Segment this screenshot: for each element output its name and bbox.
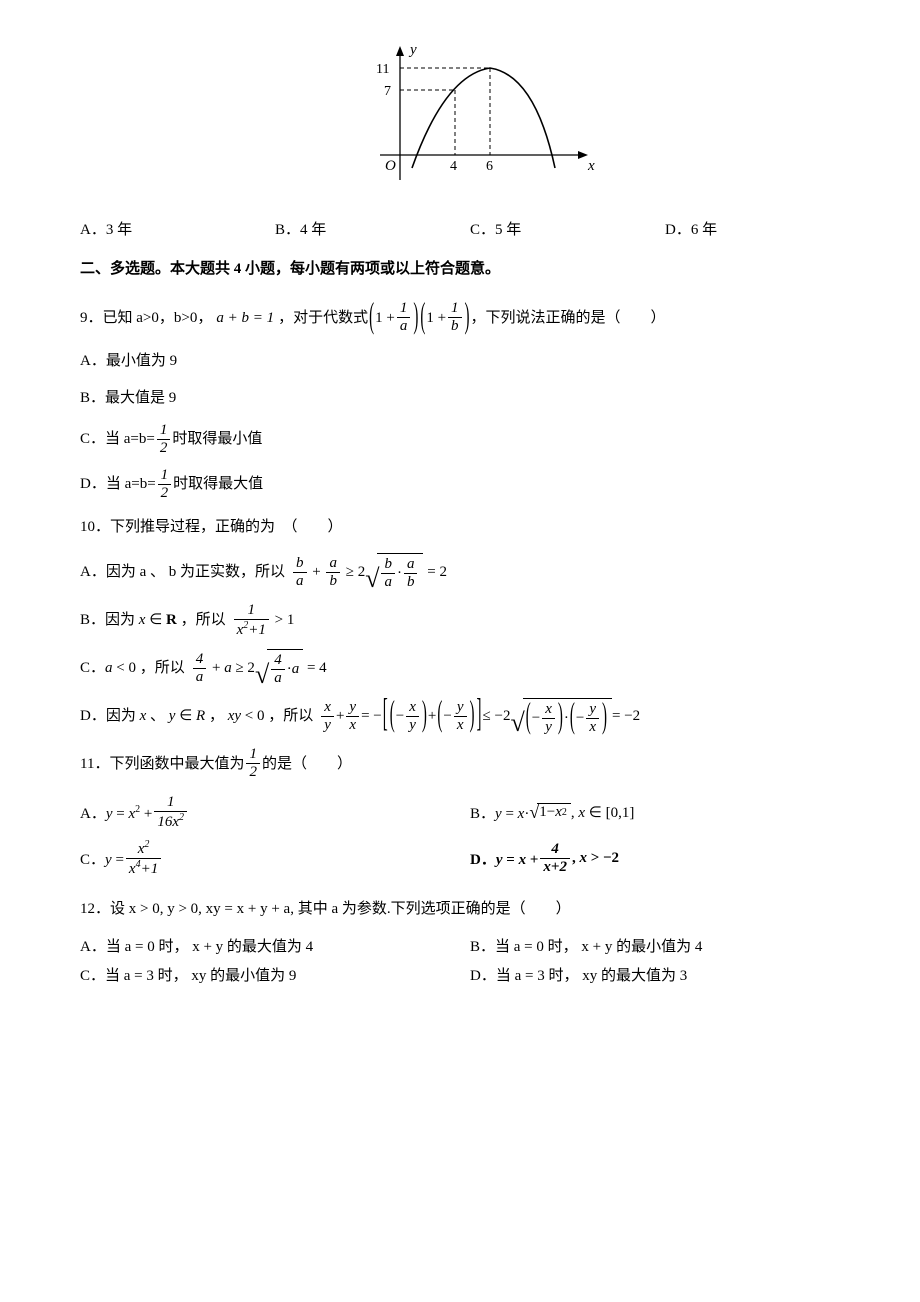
lbracket-icon: [	[383, 682, 388, 752]
svg-text:O: O	[385, 158, 396, 174]
q9-post: ，下列说法正确的是（ ）	[471, 304, 666, 333]
q10-opt-d: D．因为 x 、 y ∈ R ， xy < 0 ，所以 xy + yx = − …	[80, 698, 860, 737]
q8-answers: A．3 年 B．4 年 C．5 年 D．6 年	[80, 218, 860, 239]
rparen-icon: )	[413, 284, 418, 352]
frac-half: 12	[246, 746, 260, 782]
q8-ans-b: B．4 年	[275, 218, 470, 239]
q10-opt-c: C．a < 0 ，所以 4a + a ≥ 2 √ 4a ·a = 4	[80, 649, 860, 688]
q9-pre: 9．已知 a>0，b>0，	[80, 304, 212, 333]
svg-text:4: 4	[450, 159, 457, 174]
svg-text:y: y	[408, 42, 417, 58]
q9-mid: ，对于代数式	[278, 304, 368, 333]
q11-row2: C．y = x2x4+1 D．y = x + 4x+2 , x > −2	[80, 839, 860, 879]
rparen-icon: )	[465, 284, 470, 352]
q10-opt-a: A．因为 a 、 b 为正实数，所以 ba + ab ≥ 2 √ ba · ab…	[80, 553, 860, 592]
q9-cond: a + b = 1	[216, 304, 274, 333]
q8-ans-d: D．6 年	[665, 218, 860, 239]
lparen-icon: (	[420, 284, 425, 352]
q11-opt-c: C．y = x2x4+1	[80, 839, 470, 879]
sqrt-icon: √ 1−x2	[529, 803, 571, 821]
svg-text:11: 11	[376, 62, 389, 77]
q8-ans-a: A．3 年	[80, 218, 275, 239]
q9-opt-a: A．最小值为 9	[80, 348, 860, 375]
chart-svg: y x O 11 7 4 6	[340, 40, 600, 195]
q9-opt-c: C．当 a=b= 12 时取得最小值	[80, 422, 860, 458]
q8-ans-c: C．5 年	[470, 218, 665, 239]
q11-stem: 11．下列函数中最大值为 12 的是（ ）	[80, 746, 860, 782]
q12-row2: C．当 a = 3 时， xy 的最小值为 9 D．当 a = 3 时， xy …	[80, 964, 860, 985]
svg-text:7: 7	[384, 84, 391, 99]
rbracket-icon: ]	[477, 682, 482, 752]
q11-opt-d: D．y = x + 4x+2 , x > −2	[470, 839, 860, 879]
q12-stem: 12．设 x > 0, y > 0, xy = x + y + a, 其中 a …	[80, 895, 860, 924]
q12-row1: A．当 a = 0 时， x + y 的最大值为 4 B．当 a = 0 时， …	[80, 935, 860, 956]
q12-opt-c: C．当 a = 3 时， xy 的最小值为 9	[80, 964, 470, 985]
q10-opt-b: B．因为 x ∈ R ，所以 1x2+1 > 1	[80, 602, 860, 640]
sqrt-icon: √ (− xy )· (− yx )	[510, 698, 612, 737]
frac-1-a: 1a	[397, 300, 411, 336]
lparen-icon: (	[369, 284, 374, 352]
frac-1-b: 1b	[448, 300, 462, 336]
q12-opt-a: A．当 a = 0 时， x + y 的最大值为 4	[80, 935, 470, 956]
page: y x O 11 7 4 6 A．3 年 B．4 年 C．5 年 D．6 年 二…	[0, 0, 920, 1053]
q11-opt-a: A．y = x2 + 116x2	[80, 794, 470, 832]
q9-opt-b: B．最大值是 9	[80, 385, 860, 412]
q9-opt-d: D．当 a=b= 12 时取得最大值	[80, 467, 860, 503]
q9-stem: 9．已知 a>0，b>0， a + b = 1 ，对于代数式 ( 1 + 1a …	[80, 300, 860, 336]
section-2-title: 二、多选题。本大题共 4 小题，每小题有两项或以上符合题意。	[80, 257, 860, 278]
q11-row1: A．y = x2 + 116x2 B．y = x· √ 1−x2 , x ∈ […	[80, 794, 860, 832]
frac-half: 12	[158, 467, 172, 503]
q10-stem: 10．下列推导过程，正确的为 （ ）	[80, 513, 860, 542]
sqrt-icon: √ ba · ab	[365, 553, 423, 592]
q12-opt-d: D．当 a = 3 时， xy 的最大值为 3	[470, 964, 860, 985]
svg-text:6: 6	[486, 159, 493, 174]
frac-half: 12	[157, 422, 171, 458]
parabola-chart: y x O 11 7 4 6	[80, 40, 860, 200]
q11-opt-b: B．y = x· √ 1−x2 , x ∈ [0,1]	[470, 794, 860, 832]
q12-opt-b: B．当 a = 0 时， x + y 的最小值为 4	[470, 935, 860, 956]
svg-text:x: x	[587, 158, 595, 174]
sqrt-icon: √ 4a ·a	[255, 649, 303, 688]
